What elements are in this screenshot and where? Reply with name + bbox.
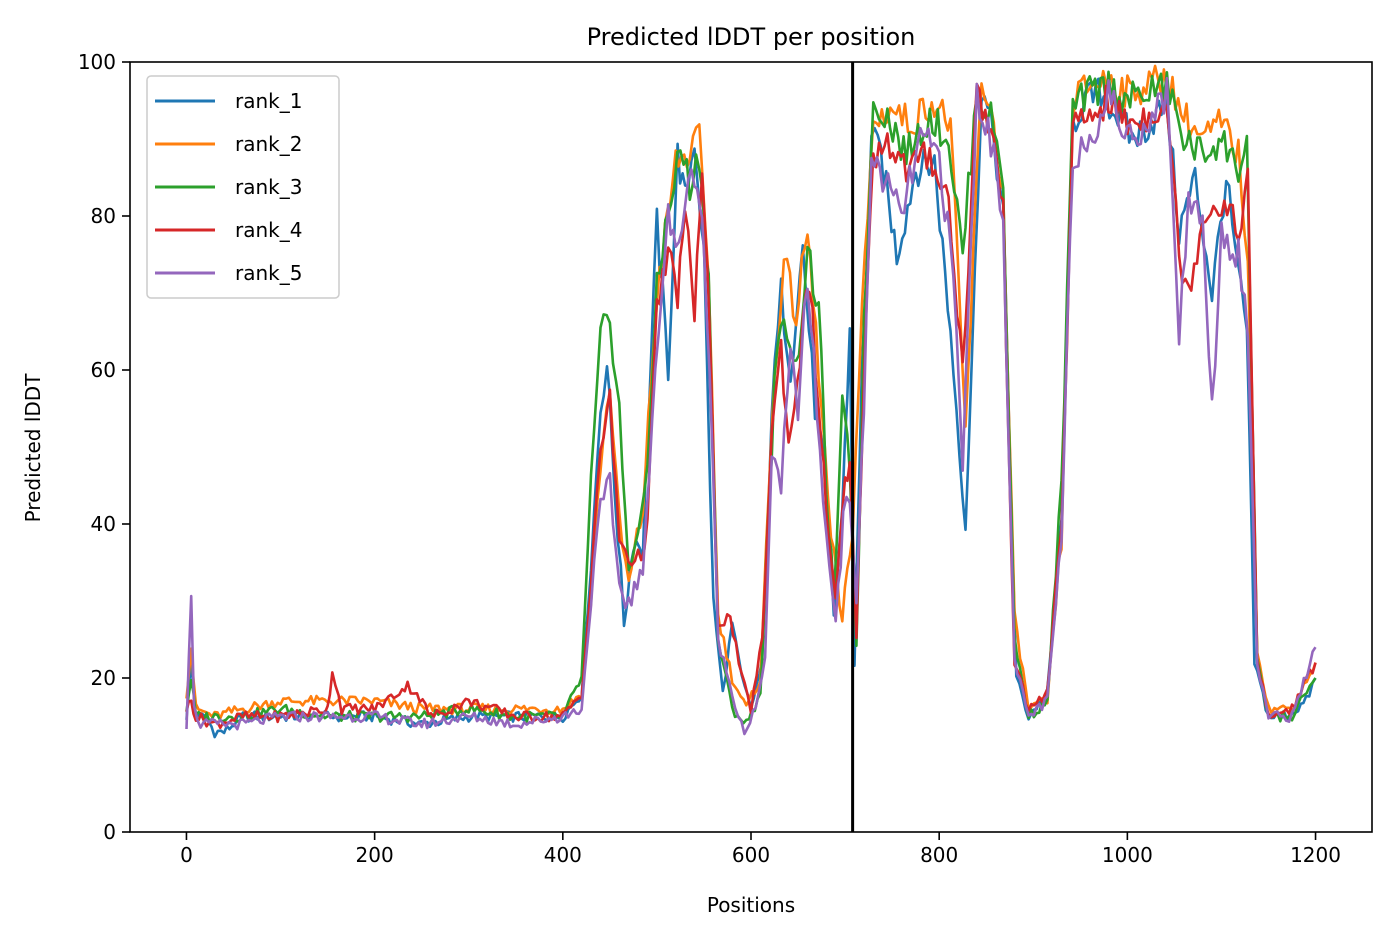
legend-label: rank_3: [235, 175, 302, 199]
y-tick-label: 60: [91, 358, 116, 382]
y-tick-label: 20: [91, 666, 116, 690]
legend-label: rank_5: [235, 261, 302, 285]
y-tick-label: 100: [78, 50, 116, 74]
axes: 0 200 400 600 800 1000 1200 0 20 40 60 80 100: [78, 50, 1373, 867]
legend: rank_1 rank_2 rank_3 rank_4 rank_5: [146, 75, 340, 299]
series-line-rank_5: [185, 76, 1317, 736]
x-tick-label: 0: [180, 843, 193, 867]
legend-box: [146, 75, 340, 299]
y-tick-label: 40: [91, 512, 116, 536]
legend-label: rank_4: [235, 218, 302, 242]
legend-label: rank_2: [235, 132, 302, 156]
series-line-rank_1: [185, 77, 1317, 739]
x-tick-label: 200: [356, 843, 394, 867]
x-axis-label: Positions: [707, 893, 795, 917]
series-line-rank_3: [185, 70, 1317, 725]
series-line-rank_2: [185, 64, 1317, 720]
x-tick-label: 600: [732, 843, 770, 867]
y-axis-label: Predicted lDDT: [21, 373, 45, 523]
x-tick-label: 1000: [1102, 843, 1153, 867]
x-tick-label: 1200: [1290, 843, 1341, 867]
chart-title: Predicted lDDT per position: [587, 23, 916, 51]
y-tick-label: 0: [103, 820, 116, 844]
x-tick-label: 800: [920, 843, 958, 867]
legend-label: rank_1: [235, 89, 302, 113]
y-tick-label: 80: [91, 204, 116, 228]
series-line-rank_4: [185, 82, 1317, 730]
x-tick-label: 400: [544, 843, 582, 867]
plot-area: [185, 62, 1317, 832]
